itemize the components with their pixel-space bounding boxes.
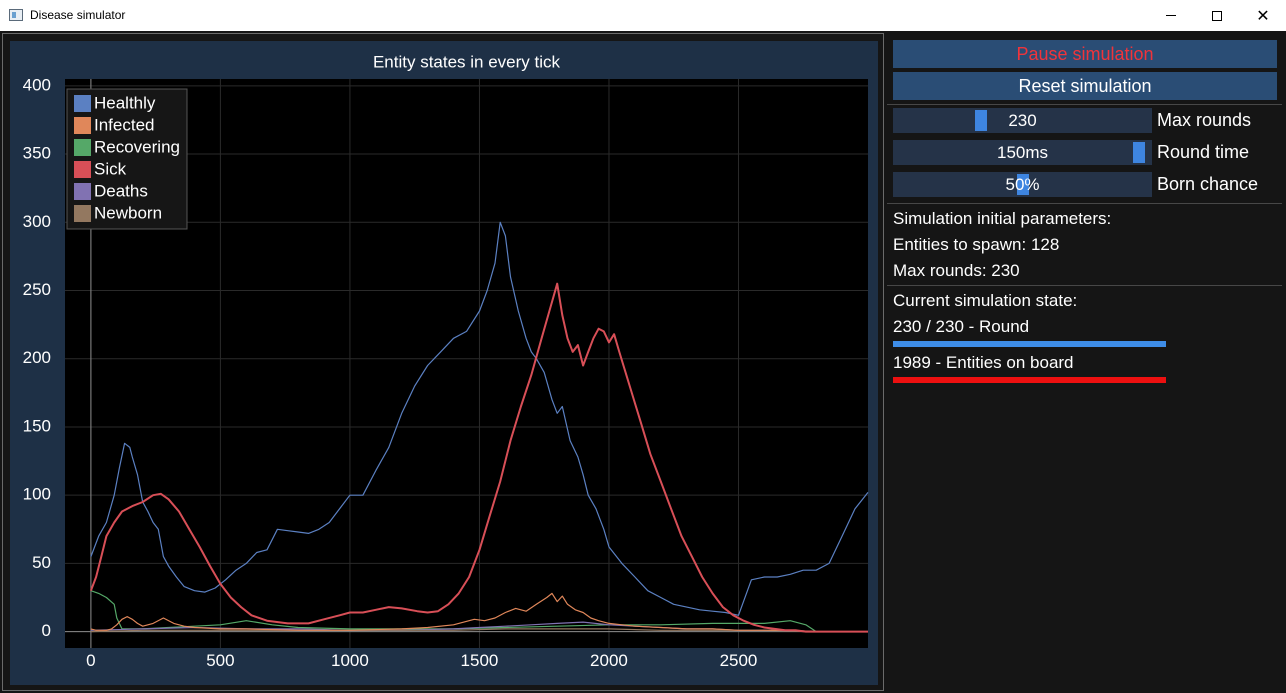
pause-simulation-button[interactable]: Pause simulation [893, 40, 1277, 68]
chart-title: Entity states in every tick [373, 52, 561, 71]
y-tick-label: 50 [32, 553, 51, 572]
reset-simulation-button[interactable]: Reset simulation [893, 72, 1277, 100]
main-area: Entity states in every tick 0 500 1000 1500 2… [0, 31, 1286, 693]
slider-handle[interactable] [1017, 174, 1029, 195]
round-time-slider[interactable]: 150ms [893, 140, 1152, 165]
x-tick-label: 1000 [331, 651, 369, 670]
entities-to-spawn: Entities to spawn: 128 [893, 235, 1060, 254]
x-tick-label: 2000 [590, 651, 628, 670]
initial-params-heading: Simulation initial parameters: [893, 209, 1112, 228]
legend-swatch [74, 117, 91, 134]
legend-swatch [74, 95, 91, 112]
series-line-recovering [90, 590, 868, 633]
current-state-heading: Current simulation state: [893, 291, 1078, 310]
round-progress-text: 230 / 230 - Round [893, 317, 1030, 336]
y-tick-label: 150 [23, 416, 51, 435]
separator [887, 285, 1282, 286]
initial-max-rounds: Max rounds: 230 [893, 261, 1020, 280]
legend-label: Healthly [94, 93, 156, 112]
maximize-button[interactable] [1194, 0, 1240, 31]
minimize-button[interactable] [1148, 0, 1194, 31]
y-tick-label: 0 [42, 621, 51, 640]
x-tick-label: 0 [86, 651, 95, 670]
slider-handle[interactable] [1133, 142, 1145, 163]
plot-area [65, 79, 868, 648]
legend-label: Deaths [94, 181, 148, 200]
control-panel: Pause simulation Reset simulation 230 Ma… [887, 33, 1286, 693]
x-tick-label: 1500 [461, 651, 499, 670]
maximize-icon [1212, 10, 1222, 21]
slider-handle[interactable] [975, 110, 987, 131]
separator [887, 203, 1282, 204]
close-button[interactable]: ✕ [1240, 0, 1286, 31]
series-line-healthly [90, 221, 869, 616]
app-icon [9, 9, 23, 21]
round-progress-bar [893, 341, 1166, 347]
plot-panel: Entity states in every tick 0 500 1000 1500 2… [2, 33, 884, 691]
y-tick-label: 350 [23, 144, 51, 163]
legend-swatch [74, 205, 91, 222]
y-tick-label: 400 [23, 75, 51, 94]
round-time-label: Round time [1157, 142, 1250, 162]
legend-label: Newborn [94, 203, 162, 222]
y-tick-label: 200 [23, 348, 51, 367]
separator [887, 104, 1282, 105]
series-line-infected [90, 592, 868, 633]
legend-label: Infected [94, 115, 155, 134]
legend-label: Sick [94, 159, 127, 178]
y-tick-label: 100 [23, 485, 51, 504]
born-chance-slider[interactable]: 50% [893, 172, 1152, 197]
series-line-sick [89, 282, 868, 633]
born-chance-label: Born chance [1157, 174, 1259, 194]
max-rounds-slider[interactable]: 230 [893, 108, 1152, 133]
legend-swatch [74, 183, 91, 200]
window-title: Disease simulator [30, 8, 126, 22]
entities-on-board-text: 1989 - Entities on board [893, 353, 1074, 372]
close-icon: ✕ [1256, 7, 1270, 25]
title-bar: Disease simulator ✕ [0, 0, 1286, 31]
legend-swatch [74, 161, 91, 178]
x-tick-label: 2500 [720, 651, 758, 670]
y-tick-label: 250 [23, 280, 51, 299]
plot-background: Entity states in every tick 0 500 1000 1500 2… [10, 41, 878, 685]
legend-label: Recovering [94, 137, 180, 156]
y-tick-label: 300 [23, 212, 51, 231]
round-time-value: 150ms [996, 142, 1049, 162]
born-chance-value: 50% [1005, 174, 1040, 194]
minimize-icon [1166, 15, 1176, 16]
max-rounds-value: 230 [1008, 110, 1037, 130]
entities-progress-bar [893, 377, 1166, 383]
legend-swatch [74, 139, 91, 156]
x-tick-label: 500 [206, 651, 234, 670]
max-rounds-label: Max rounds [1157, 110, 1252, 130]
